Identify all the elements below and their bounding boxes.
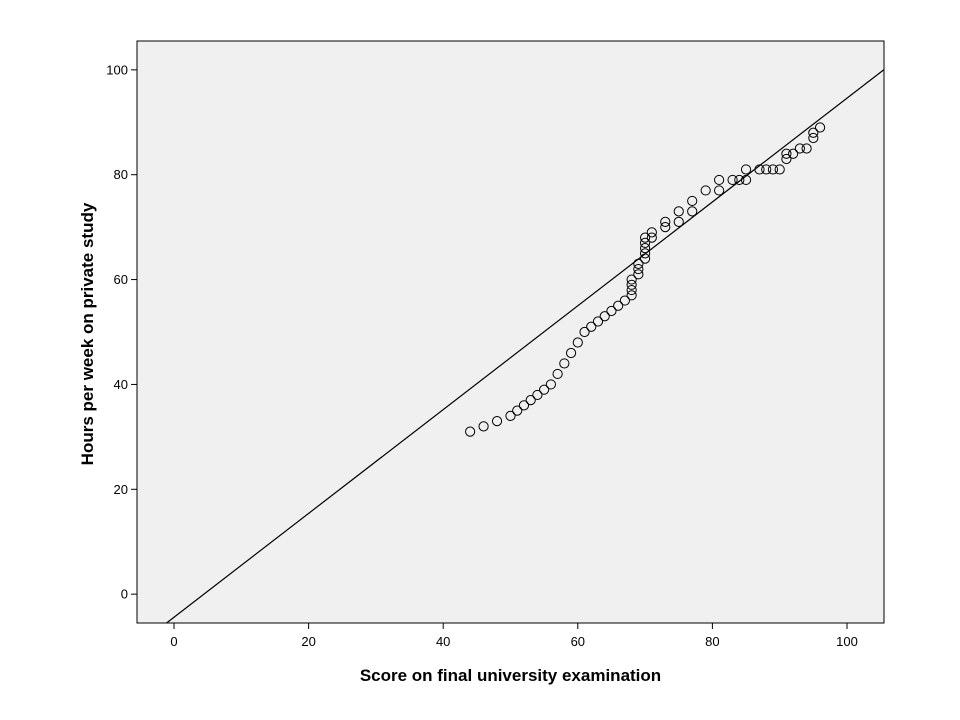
x-tick-label: 40 bbox=[436, 634, 450, 649]
data-point bbox=[613, 300, 624, 311]
data-point bbox=[660, 222, 671, 233]
data-point bbox=[606, 305, 617, 317]
data-point bbox=[532, 389, 543, 401]
x-tick-label: 20 bbox=[301, 634, 315, 649]
data-point bbox=[767, 164, 779, 175]
y-tick-label: 60 bbox=[114, 272, 128, 287]
data-point bbox=[714, 174, 725, 186]
plot-area bbox=[137, 41, 884, 623]
data-point bbox=[673, 206, 684, 217]
data-point bbox=[626, 274, 637, 285]
data-point bbox=[639, 237, 651, 248]
data-point bbox=[586, 321, 597, 332]
data-point bbox=[788, 148, 799, 159]
data-point bbox=[592, 316, 604, 327]
data-point bbox=[579, 326, 590, 338]
data-point bbox=[525, 395, 536, 406]
data-point bbox=[639, 248, 651, 259]
data-point bbox=[687, 206, 698, 217]
data-point bbox=[727, 174, 738, 186]
data-point bbox=[781, 148, 792, 159]
data-point bbox=[491, 416, 503, 427]
x-axis-title: Score on final university examination bbox=[360, 666, 661, 685]
data-point bbox=[512, 405, 523, 416]
data-point bbox=[781, 153, 792, 165]
data-point bbox=[639, 253, 651, 264]
data-point bbox=[740, 174, 752, 186]
y-tick-label: 100 bbox=[106, 62, 128, 77]
data-point bbox=[673, 216, 684, 227]
data-point bbox=[714, 185, 725, 196]
data-point bbox=[626, 284, 637, 296]
data-point bbox=[619, 295, 631, 306]
data-point bbox=[599, 311, 610, 322]
data-point bbox=[552, 368, 563, 380]
data-point bbox=[808, 127, 819, 138]
data-point bbox=[660, 216, 671, 227]
data-point bbox=[754, 164, 765, 175]
y-axis: 0 20 40 60 80 100 bbox=[106, 62, 137, 602]
data-point bbox=[734, 174, 745, 186]
x-axis: 0 20 40 60 80 100 bbox=[170, 623, 858, 649]
data-point bbox=[626, 279, 637, 290]
data-point bbox=[740, 164, 752, 175]
data-point bbox=[646, 227, 657, 238]
data-point bbox=[478, 421, 489, 432]
data-point bbox=[559, 358, 570, 369]
data-point bbox=[761, 164, 772, 175]
data-point bbox=[565, 347, 577, 359]
y-tick-label: 80 bbox=[114, 167, 128, 182]
data-point bbox=[639, 232, 651, 243]
x-tick-label: 80 bbox=[705, 634, 719, 649]
data-point bbox=[545, 379, 556, 390]
data-point bbox=[539, 384, 550, 395]
data-point bbox=[700, 185, 711, 196]
data-point bbox=[808, 132, 819, 144]
data-point bbox=[572, 337, 583, 348]
x-tick-label: 100 bbox=[836, 634, 858, 649]
data-point bbox=[639, 243, 651, 254]
x-tick-label: 0 bbox=[170, 634, 177, 649]
x-tick-label: 60 bbox=[571, 634, 585, 649]
data-point bbox=[633, 258, 644, 269]
y-tick-label: 40 bbox=[114, 377, 128, 392]
data-point bbox=[794, 143, 805, 154]
data-point bbox=[626, 290, 637, 301]
y-axis-title: Hours per week on private study bbox=[78, 202, 97, 465]
data-point bbox=[633, 269, 644, 280]
data-point bbox=[801, 143, 812, 154]
data-point bbox=[687, 195, 698, 207]
reference-line-group bbox=[166, 69, 885, 624]
data-point bbox=[646, 232, 657, 243]
plot-frame bbox=[136, 40, 885, 624]
y-tick-label: 20 bbox=[114, 482, 128, 497]
data-point bbox=[814, 122, 826, 133]
y-tick-label: 0 bbox=[121, 587, 128, 602]
data-point bbox=[505, 410, 516, 421]
data-point bbox=[465, 426, 476, 437]
data-points bbox=[465, 122, 826, 437]
data-point bbox=[518, 400, 530, 411]
data-point bbox=[774, 164, 785, 175]
data-point bbox=[633, 263, 644, 275]
reference-line bbox=[166, 69, 885, 624]
